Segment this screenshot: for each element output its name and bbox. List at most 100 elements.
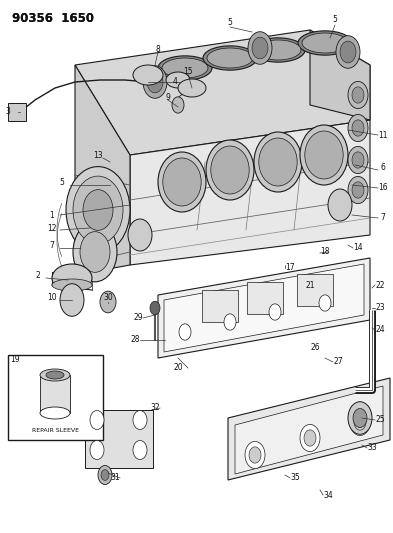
Circle shape xyxy=(245,441,265,469)
Ellipse shape xyxy=(40,369,70,381)
Circle shape xyxy=(353,408,367,427)
Text: 30: 30 xyxy=(103,294,113,303)
Circle shape xyxy=(133,410,147,430)
Text: 15: 15 xyxy=(183,68,193,77)
Ellipse shape xyxy=(305,131,343,179)
Circle shape xyxy=(73,176,123,244)
Text: 4: 4 xyxy=(173,77,177,86)
Text: 18: 18 xyxy=(320,247,330,256)
Text: 17: 17 xyxy=(285,263,295,272)
Text: 25: 25 xyxy=(375,416,385,424)
Ellipse shape xyxy=(203,46,257,70)
Text: 90356  1650: 90356 1650 xyxy=(12,12,94,25)
Ellipse shape xyxy=(211,146,249,194)
Ellipse shape xyxy=(158,152,206,212)
Ellipse shape xyxy=(128,219,152,251)
Text: 5: 5 xyxy=(332,15,338,25)
Text: 11: 11 xyxy=(378,131,388,140)
Text: 32: 32 xyxy=(150,403,160,413)
Ellipse shape xyxy=(302,33,348,53)
Text: 21: 21 xyxy=(305,280,315,289)
Text: 29: 29 xyxy=(133,313,143,322)
Ellipse shape xyxy=(133,65,163,85)
Circle shape xyxy=(100,291,116,313)
Bar xyxy=(247,282,283,314)
Text: 22: 22 xyxy=(375,280,385,289)
Text: 7: 7 xyxy=(380,214,386,222)
Circle shape xyxy=(179,324,191,340)
Ellipse shape xyxy=(251,38,305,62)
Circle shape xyxy=(90,410,104,430)
Polygon shape xyxy=(228,378,390,480)
Text: REPAIR SLEEVE: REPAIR SLEEVE xyxy=(31,427,79,432)
Circle shape xyxy=(80,232,110,272)
Circle shape xyxy=(224,314,236,330)
Text: 31: 31 xyxy=(110,473,120,482)
Text: 12: 12 xyxy=(47,223,57,232)
Circle shape xyxy=(249,447,261,463)
Ellipse shape xyxy=(259,138,297,186)
Ellipse shape xyxy=(52,264,92,292)
Bar xyxy=(40,375,70,413)
Text: 10: 10 xyxy=(47,294,57,303)
Polygon shape xyxy=(235,386,383,474)
Circle shape xyxy=(60,284,84,316)
Circle shape xyxy=(90,440,104,459)
Circle shape xyxy=(101,470,109,480)
Circle shape xyxy=(300,424,320,451)
Text: 8: 8 xyxy=(156,45,160,54)
Circle shape xyxy=(133,440,147,459)
Bar xyxy=(8,103,26,121)
Circle shape xyxy=(319,295,331,311)
Polygon shape xyxy=(164,264,364,352)
Circle shape xyxy=(348,147,368,174)
Circle shape xyxy=(73,222,117,282)
Polygon shape xyxy=(310,30,370,120)
Circle shape xyxy=(348,176,368,204)
Text: 26: 26 xyxy=(310,343,320,352)
Text: 90356  1650: 90356 1650 xyxy=(12,12,94,25)
Text: 34: 34 xyxy=(323,490,333,499)
Text: 9: 9 xyxy=(165,93,171,102)
Ellipse shape xyxy=(178,79,206,97)
Ellipse shape xyxy=(328,189,352,221)
Ellipse shape xyxy=(166,72,190,88)
Circle shape xyxy=(340,41,356,63)
Polygon shape xyxy=(158,258,370,358)
Bar xyxy=(85,410,153,468)
Circle shape xyxy=(269,304,281,320)
Text: 16: 16 xyxy=(378,183,388,192)
Circle shape xyxy=(352,182,364,198)
Text: 6: 6 xyxy=(380,164,386,173)
Circle shape xyxy=(348,82,368,109)
Text: 7: 7 xyxy=(50,240,55,249)
Circle shape xyxy=(350,408,370,435)
Text: 13: 13 xyxy=(93,150,103,159)
Ellipse shape xyxy=(40,407,70,419)
Circle shape xyxy=(172,97,184,113)
Circle shape xyxy=(352,87,364,103)
Ellipse shape xyxy=(158,56,212,80)
Ellipse shape xyxy=(254,132,302,192)
Polygon shape xyxy=(75,65,130,275)
Ellipse shape xyxy=(163,158,201,206)
Text: 23: 23 xyxy=(375,303,385,312)
Text: 35: 35 xyxy=(290,473,300,482)
Text: 24: 24 xyxy=(375,326,385,335)
Circle shape xyxy=(248,32,272,64)
Text: 28: 28 xyxy=(130,335,140,344)
Bar xyxy=(202,290,238,322)
Circle shape xyxy=(352,120,364,136)
Circle shape xyxy=(354,414,366,430)
Circle shape xyxy=(252,37,268,59)
Text: 33: 33 xyxy=(367,443,377,453)
Ellipse shape xyxy=(52,279,92,291)
Circle shape xyxy=(98,465,112,484)
Text: 5: 5 xyxy=(228,18,232,27)
Bar xyxy=(8,355,103,440)
Text: 1: 1 xyxy=(50,211,54,220)
Circle shape xyxy=(348,115,368,142)
Text: 3: 3 xyxy=(6,108,11,117)
Text: 2: 2 xyxy=(36,271,40,279)
Ellipse shape xyxy=(207,48,253,68)
